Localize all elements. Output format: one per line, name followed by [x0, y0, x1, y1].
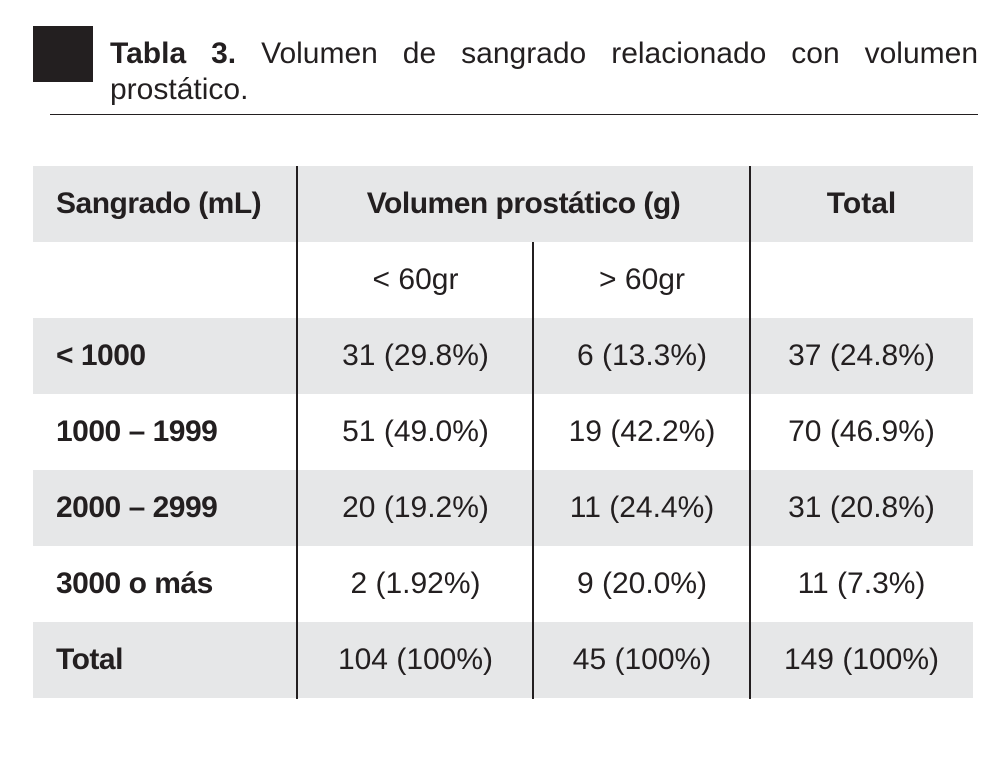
- cell-gt60: 11 (24.4%): [569, 491, 715, 524]
- table-row: 2000 – 2999 20 (19.2%) 11 (24.4%) 31 (20…: [33, 470, 973, 546]
- cell-lt60: 20 (19.2%): [342, 491, 489, 524]
- cell-lt60: 51 (49.0%): [342, 415, 489, 448]
- caption-label: Tabla 3.: [110, 37, 237, 70]
- table-header-row: Sangrado (mL) Volumen prostático (g) Tot…: [33, 166, 973, 242]
- cell-gt60: 9 (20.0%): [576, 567, 708, 600]
- caption-rule: [50, 114, 978, 115]
- table-row: Total 104 (100%) 45 (100%) 149 (100%): [33, 622, 973, 698]
- table-row: 3000 o más 2 (1.92%) 9 (20.0%) 11 (7.3%): [33, 546, 973, 622]
- section-marker: [33, 26, 93, 82]
- row-label: 2000 – 2999: [56, 491, 218, 524]
- column-divider: [296, 166, 298, 699]
- table-caption: Tabla 3. Volumen de sangrado relacionado…: [110, 36, 978, 108]
- cell-total: 31 (20.8%): [788, 491, 935, 524]
- table-subheader-row: < 60gr > 60gr: [33, 242, 973, 318]
- cell-total: 149 (100%): [783, 643, 940, 676]
- column-divider: [749, 166, 751, 699]
- subheader-empty: [33, 242, 297, 318]
- subheader-lt60: < 60gr: [372, 263, 459, 296]
- cell-gt60: 6 (13.3%): [576, 339, 708, 372]
- cell-gt60: 19 (42.2%): [568, 415, 716, 448]
- cell-lt60: 2 (1.92%): [350, 567, 481, 600]
- subheader-gt60: > 60gr: [599, 263, 685, 296]
- cell-gt60: 45 (100%): [572, 643, 712, 676]
- header-volumen-prostatico: Volumen prostático (g): [366, 187, 681, 220]
- row-label: < 1000: [56, 339, 146, 372]
- cell-lt60: 104 (100%): [337, 643, 494, 676]
- cell-lt60: 31 (29.8%): [342, 339, 489, 372]
- cell-total: 37 (24.8%): [788, 339, 935, 372]
- cell-total: 70 (46.9%): [788, 415, 935, 448]
- table-row: < 1000 31 (29.8%) 6 (13.3%) 37 (24.8%): [33, 318, 973, 394]
- row-label: 3000 o más: [56, 567, 213, 600]
- row-label: 1000 – 1999: [56, 415, 218, 448]
- header-total: Total: [826, 187, 897, 220]
- table-row: 1000 – 1999 51 (49.0%) 19 (42.2%) 70 (46…: [33, 394, 973, 470]
- caption-text: Volumen de sangrado relacionado con volu…: [110, 37, 979, 106]
- cell-total: 11 (7.3%): [797, 567, 926, 600]
- row-label: Total: [56, 643, 123, 676]
- subheader-total-empty: [750, 242, 973, 318]
- data-table: Sangrado (mL) Volumen prostático (g) Tot…: [33, 166, 973, 699]
- header-sangrado: Sangrado (mL): [56, 187, 262, 220]
- column-divider: [532, 242, 534, 699]
